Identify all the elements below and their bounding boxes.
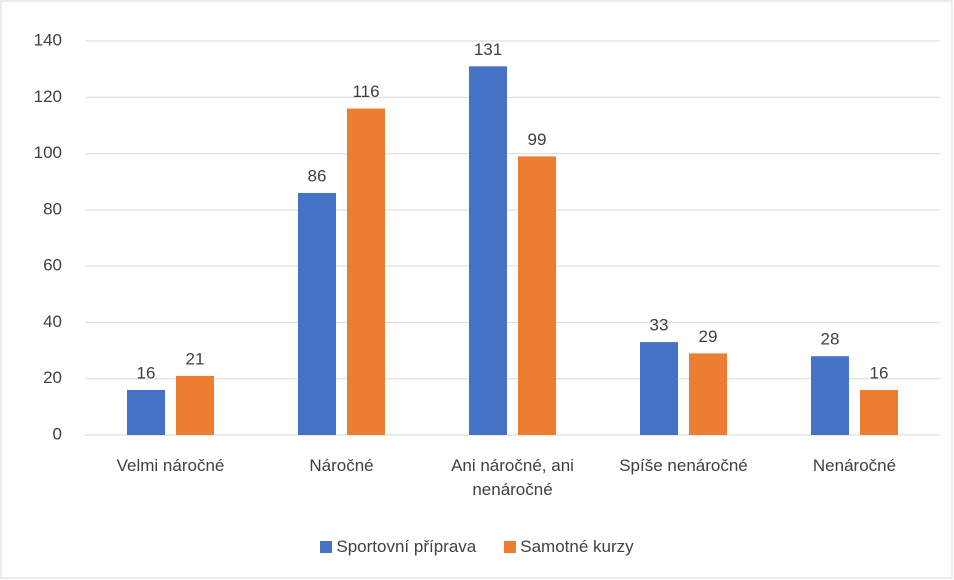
y-tick-label: 40 (43, 312, 62, 331)
y-tick-label: 0 (53, 424, 62, 443)
data-label: 33 (650, 316, 669, 335)
data-label: 21 (186, 349, 205, 368)
legend-item: Sportovní příprava (320, 537, 476, 557)
legend: Sportovní příprava Samotné kurzy (0, 537, 954, 557)
legend-item: Samotné kurzy (504, 537, 634, 557)
x-tick-label: Spíše nenáročné (619, 456, 748, 475)
data-label: 131 (474, 40, 502, 59)
data-label: 29 (699, 327, 718, 346)
data-label: 86 (308, 166, 327, 185)
y-tick-label: 100 (34, 143, 62, 162)
bar (347, 108, 385, 436)
bar (298, 192, 336, 435)
legend-label: Samotné kurzy (520, 537, 634, 556)
bar (176, 375, 214, 435)
bar (127, 389, 165, 435)
data-label: 116 (352, 82, 379, 101)
data-label: 28 (821, 330, 840, 349)
x-tick-label: Náročné (309, 456, 374, 475)
y-tick-label: 120 (34, 87, 62, 106)
y-tick-label: 140 (34, 30, 62, 49)
bar (811, 356, 849, 435)
bar (640, 342, 678, 435)
y-tick-label: 60 (43, 256, 62, 275)
y-tick-label: 80 (43, 199, 62, 218)
x-tick-label: Nenáročné (812, 456, 897, 475)
bar (469, 66, 507, 435)
legend-label: Sportovní příprava (336, 537, 477, 556)
legend-swatch (504, 541, 517, 553)
bar (518, 156, 556, 435)
y-tick-label: 20 (43, 368, 62, 387)
x-tick-label: Velmi náročné (116, 456, 225, 475)
x-tick-label: Ani náročné, ani nenáročné (451, 456, 574, 499)
data-label: 99 (528, 130, 547, 149)
bar (860, 389, 898, 435)
legend-swatch (320, 541, 333, 553)
bar (689, 353, 727, 435)
data-label: 16 (137, 363, 156, 382)
data-label: 16 (870, 363, 889, 382)
